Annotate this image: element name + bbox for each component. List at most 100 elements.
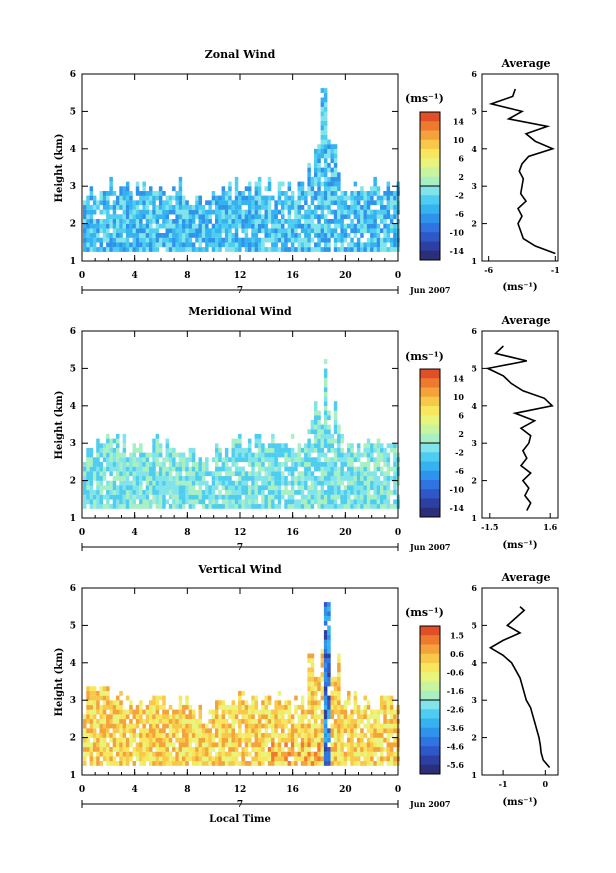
meridional-heat-cell [83,494,87,500]
zonal-heat-cell [297,237,301,243]
vertical-heat-cell [294,709,298,715]
vertical-heat-cell [310,723,315,729]
meridional-heat-cell [314,457,318,463]
vertical-heat-cell [360,733,364,738]
vertical-heat-cell [248,723,252,729]
vertical-heat-cell [149,756,153,762]
meridional-heat-cell [165,466,169,472]
zonal-heat-cell [261,242,265,248]
meridional-heat-cell [356,490,361,495]
vertical-heat-cell [294,742,298,748]
zonal-heat-cell [122,209,127,215]
vertical-heat-cell [125,742,130,748]
vertical-heat-cell [178,728,183,734]
vertical-heat-cell [178,695,183,701]
meridional-heat-cell [248,494,252,500]
meridional-heat-cell [224,494,229,500]
zonal-heat-cell [343,223,348,229]
vertical-heat-cell [290,723,295,729]
meridional-heat-cell [257,462,262,467]
zonal-heat-cell [218,228,222,234]
meridional-heat-cell [376,466,381,472]
meridional-heat-cell [122,471,127,477]
zonal-heat-cell [116,242,120,248]
meridional-heat-cell [277,471,282,477]
meridional-heat-cell [267,466,272,472]
meridional-heat-cell [366,490,371,495]
vertical-heat-cell [320,658,325,663]
meridional-heat-cell [281,490,285,495]
meridional-heat-cell [248,490,252,495]
zonal-heat-cell [340,200,344,206]
meridional-heat-cell [132,452,136,458]
meridional-heat-cell [175,504,179,509]
zonal-heat-cell [274,209,278,215]
zonal-heat-cell [145,209,150,215]
meridional-heat-cell [320,466,325,472]
vertical-heat-cell [327,761,331,766]
zonal-heat-cell [145,219,150,224]
meridional-heat-cell [333,419,338,425]
meridional-heat-cell [234,499,239,505]
zonal-heat-cell [347,223,351,229]
meridional-heat-cell [116,471,120,477]
zonal-heat-cell [112,191,117,196]
vertical-heat-cell [139,719,143,724]
zonal-heat-cell [158,195,163,201]
meridional-heat-cell [337,480,341,486]
vertical-heat-cell [106,756,110,762]
vertical-heat-cell [182,709,186,715]
vertical-heat-cell [320,709,325,715]
zonal-heat-cell [281,214,285,220]
zonal-heat-cell [323,134,328,140]
vertical-heat-cell [380,751,384,757]
zonal-heat-cell [218,214,222,220]
meridional-heat-cell [162,476,166,481]
vertical-heat-cell [145,756,150,762]
zonal-heat-cell [109,237,113,243]
zonal-heat-cell [340,195,344,201]
vertical-heat-cell [277,719,282,724]
zonal-heat-cell [297,209,301,215]
vertical-heat-cell [373,761,377,766]
meridional-heat-cell [323,480,328,486]
meridional-heat-cell [188,466,193,472]
zonal-heat-cell [284,219,288,224]
vertical-heat-cell [244,723,249,729]
meridional-heat-cell [109,485,113,491]
vertical-heat-cell [287,704,292,710]
zonal-heat-cell [205,214,209,220]
meridional-heat-cell [218,504,222,509]
zonal-colorbar-tick: 10 [453,135,465,145]
vertical-heat-cell [294,756,298,762]
vertical-heat-cell [347,714,351,720]
vertical-heat-cell [327,662,331,668]
meridional-heat-cell [277,466,282,472]
zonal-ytick-label: 2 [70,220,76,230]
zonal-heat-cell [106,237,110,243]
zonal-heatmap [83,88,400,252]
meridional-heat-cell [205,485,209,491]
zonal-heat-cell [178,176,183,182]
zonal-heat-cell [386,209,391,215]
meridional-heat-cell [380,452,384,458]
zonal-heat-cell [231,237,235,243]
zonal-heat-cell [254,214,259,220]
meridional-heat-cell [155,452,160,458]
vertical-heat-cell [191,728,196,734]
meridional-colorbar-swatch [420,470,440,481]
vertical-heat-cell [201,742,206,748]
zonal-heat-cell [287,181,292,187]
vertical-heat-cell [277,714,282,720]
vertical-heat-cell [238,723,242,729]
meridional-heat-cell [215,471,219,477]
zonal-timeline: 7 Jun 2007 [81,285,450,296]
vertical-heat-cell [304,723,308,729]
zonal-heat-cell [290,228,295,234]
meridional-heat-cell [182,452,186,458]
vertical-heat-cell [350,742,354,748]
zonal-heat-cell [125,181,130,187]
vertical-heat-cell [383,714,387,720]
zonal-heat-cell [366,209,371,215]
